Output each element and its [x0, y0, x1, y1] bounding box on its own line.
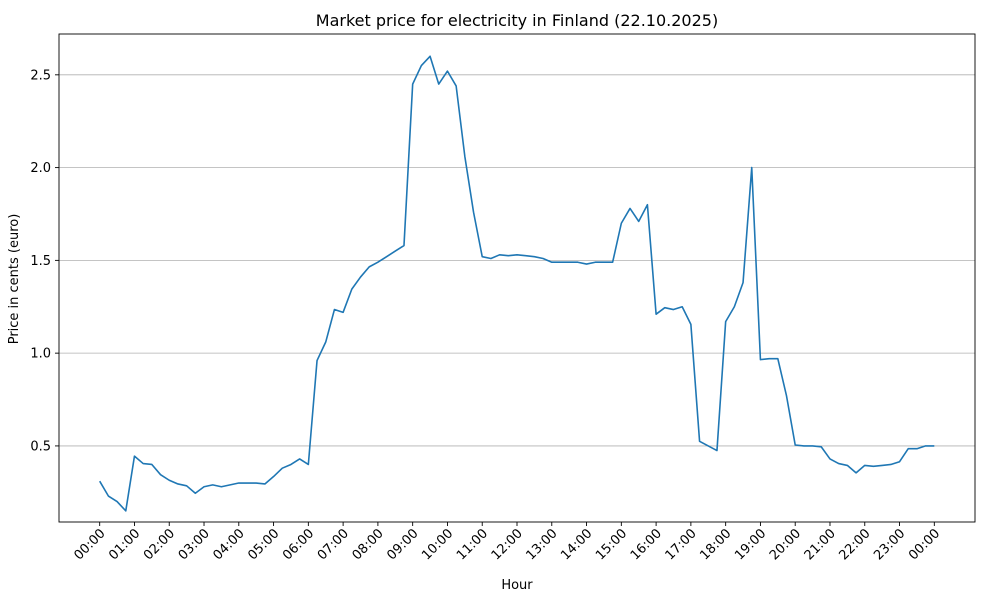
y-tick-label: 0.5 — [30, 439, 51, 454]
y-tick-label: 1.5 — [30, 254, 51, 269]
y-tick-label: 2.0 — [30, 161, 51, 176]
y-tick-label: 2.5 — [30, 68, 51, 83]
y-axis: 0.5 1.0 1.5 2.0 2.5 — [30, 68, 59, 454]
series-line — [98, 55, 935, 512]
x-axis-label: Hour — [501, 578, 533, 593]
chart-title: Market price for electricity in Finland … — [316, 11, 718, 30]
y-tick-label: 1.0 — [30, 347, 51, 362]
y-axis-label: Price in cents (euro) — [7, 214, 22, 345]
gridlines — [59, 74, 975, 447]
